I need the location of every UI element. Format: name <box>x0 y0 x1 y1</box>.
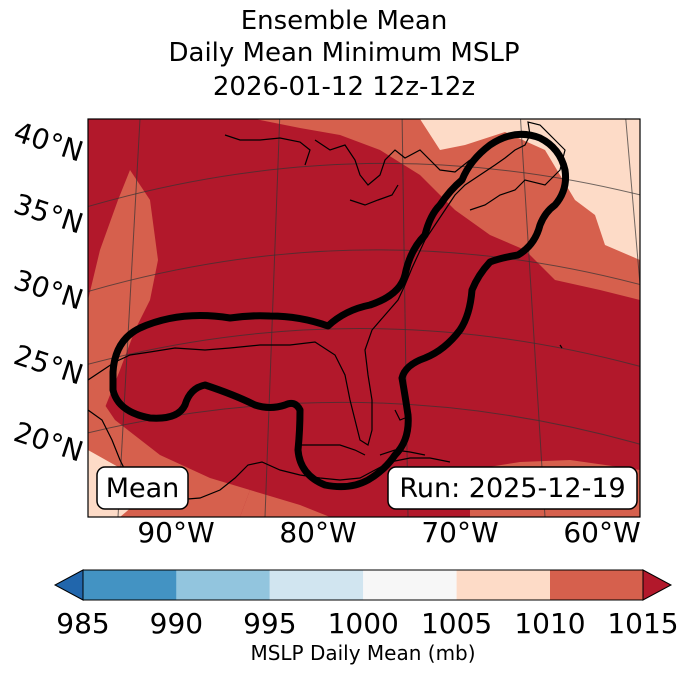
colorbar-extend-low <box>53 569 84 601</box>
colorbar-segment <box>269 570 364 600</box>
field-1005-northeast <box>420 119 640 260</box>
field-1010-west <box>88 170 158 470</box>
colorbar-tick: 1005 <box>421 607 492 640</box>
colorbar-segment <box>363 570 457 600</box>
field-1010-north <box>255 119 640 300</box>
lon-label-80w: 80°W <box>279 516 356 549</box>
lat-label-40: 40°N <box>10 115 87 168</box>
lat-label-20: 20°N <box>10 415 87 468</box>
colorbar-tick: 990 <box>150 607 203 640</box>
colorbar-extend-high <box>642 569 673 601</box>
title-line-3: 2026-01-12 12z-12z <box>212 72 476 102</box>
contour-outline <box>109 130 569 491</box>
graticule <box>88 119 640 517</box>
lat-label-25: 25°N <box>10 338 87 391</box>
lon-label-90w: 90°W <box>137 516 214 549</box>
colorbar-tick: 1000 <box>328 607 399 640</box>
run-label: Run: 2025-12-19 <box>399 473 625 504</box>
mean-box: Mean <box>96 466 189 510</box>
colorbar-tick: 985 <box>56 607 109 640</box>
title-line-2: Daily Mean Minimum MSLP <box>168 38 520 68</box>
lat-label-30: 30°N <box>10 263 87 316</box>
colorbar-tick: 1015 <box>607 607 678 640</box>
mean-label: Mean <box>106 473 180 504</box>
title-line-1: Ensemble Mean <box>240 6 448 36</box>
map-frame <box>87 118 641 518</box>
lat-label-35: 35°N <box>10 187 87 240</box>
run-box: Run: 2025-12-19 <box>387 466 638 510</box>
colorbar-tick: 1010 <box>514 607 585 640</box>
lon-label-60w: 60°W <box>563 516 640 549</box>
colorbar-label: MSLP Daily Mean (mb) <box>250 641 475 665</box>
colorbar-tick: 995 <box>243 607 296 640</box>
colorbar-segment <box>176 570 270 600</box>
colorbar-segment <box>550 570 643 600</box>
map-panel <box>88 119 640 517</box>
lon-label-70w: 70°W <box>421 516 498 549</box>
colorbar: 985 990 995 1000 1005 1010 1015 MSLP Dai… <box>53 569 679 665</box>
colorbar-segment <box>83 570 177 600</box>
colorbar-segment <box>456 570 550 600</box>
